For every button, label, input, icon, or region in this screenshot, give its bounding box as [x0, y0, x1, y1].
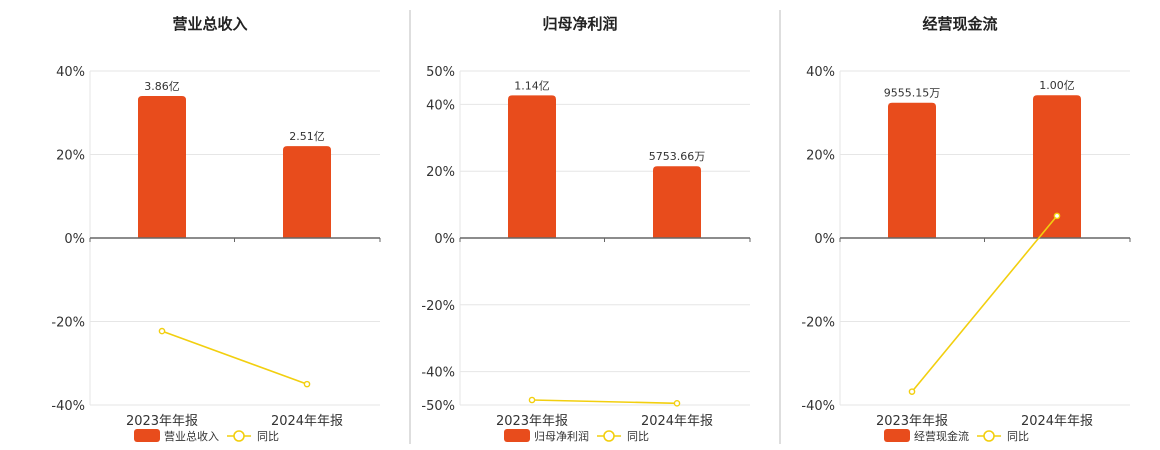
legend-line-label: 同比 — [257, 430, 279, 443]
bar — [888, 102, 936, 238]
y-tick-label: -50% — [421, 399, 455, 414]
y-tick-label: -40% — [801, 399, 835, 414]
yoy-point — [908, 388, 916, 395]
legend-bar-swatch — [134, 429, 160, 442]
legend-line-marker — [983, 430, 995, 442]
bar — [138, 96, 186, 238]
x-category-label: 2023年年报 — [876, 414, 948, 429]
bar-data-label: 5753.66万 — [649, 150, 706, 163]
y-tick-label: -40% — [51, 399, 85, 414]
bar — [1033, 95, 1081, 238]
legend-bar-label: 营业总收入 — [164, 429, 219, 443]
yoy-point — [673, 400, 681, 407]
legend-bar-swatch — [884, 429, 910, 442]
chart-title: 归母净利润 — [542, 15, 617, 33]
yoy-line — [161, 330, 308, 385]
legend-bar-label: 经营现金流 — [914, 429, 969, 443]
y-tick-label: -20% — [51, 316, 85, 331]
legend: 营业总收入 同比 — [134, 429, 279, 443]
y-tick-label: 40% — [56, 65, 85, 80]
legend: 归母净利润 同比 — [504, 429, 649, 443]
x-category-label: 2023年年报 — [126, 414, 198, 429]
legend-line-label: 同比 — [627, 430, 649, 443]
legend-line-marker — [233, 430, 245, 442]
bar-data-label: 3.86亿 — [144, 80, 180, 93]
y-tick-label: 0% — [64, 232, 85, 247]
yoy-line — [531, 399, 678, 405]
y-tick-label: 20% — [806, 149, 835, 164]
legend-line-label: 同比 — [1007, 430, 1029, 443]
chart-title: 营业总收入 — [172, 15, 247, 33]
x-category-label: 2024年年报 — [1021, 414, 1093, 429]
bar — [508, 95, 556, 238]
x-category-label: 2024年年报 — [271, 414, 343, 429]
x-category-label: 2024年年报 — [641, 414, 713, 429]
y-tick-label: -20% — [421, 299, 455, 314]
yoy-point — [528, 396, 536, 404]
legend-bar-label: 归母净利润 — [534, 429, 589, 443]
yoy-point — [158, 327, 166, 335]
chart-panel-2: 归母净利润 50% 40% 20% 0% -20% -40% -50% 1.14亿 5753.66… — [421, 15, 751, 443]
x-category-label: 2023年年报 — [496, 414, 568, 429]
bar-data-label: 9555.15万 — [884, 87, 941, 100]
chart-panel-3: 经营现金流 40% 20% 0% -20% -40% 9555.15万 1.00亿 2023年年… — [801, 15, 1131, 443]
bar-data-label: 2.51亿 — [289, 130, 325, 143]
y-tick-label: -20% — [801, 316, 835, 331]
y-tick-label: 20% — [56, 149, 85, 164]
y-tick-label: 50% — [426, 65, 455, 80]
y-tick-label: 40% — [426, 98, 455, 113]
yoy-point — [303, 380, 311, 388]
y-tick-label: 0% — [814, 232, 835, 247]
bar — [283, 146, 331, 238]
bar — [653, 166, 701, 238]
chart-panel-1: 营业总收入 40% 20% 0% -20% -40% 3.86亿 2.51亿 2023年年报 20… — [51, 15, 381, 443]
y-tick-label: 0% — [434, 232, 455, 247]
legend-line-marker — [603, 430, 615, 442]
y-tick-label: -40% — [421, 366, 455, 381]
yoy-line — [911, 215, 1058, 393]
y-tick-label: 20% — [426, 165, 455, 180]
legend-bar-swatch — [504, 429, 530, 442]
chart-title: 经营现金流 — [922, 15, 997, 33]
bar-data-label: 1.00亿 — [1039, 79, 1075, 92]
y-tick-label: 40% — [806, 65, 835, 80]
yoy-point — [1053, 212, 1061, 220]
bar-data-label: 1.14亿 — [514, 79, 550, 92]
legend: 经营现金流 同比 — [884, 429, 1029, 443]
